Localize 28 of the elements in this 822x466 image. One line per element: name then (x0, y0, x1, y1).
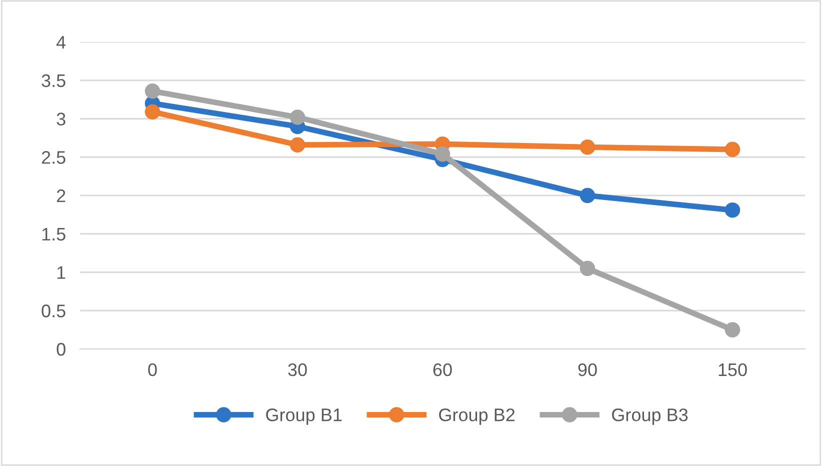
legend-label: Group B3 (612, 408, 688, 425)
point (434, 146, 450, 162)
point (724, 322, 740, 338)
point (580, 188, 596, 204)
y-tick-label: 1.5 (42, 228, 66, 241)
y-tick-label: 0.5 (42, 304, 66, 318)
x-tick-label: 150 (718, 363, 747, 376)
point (290, 137, 306, 152)
legend-label: Group B1 (266, 408, 342, 425)
point (580, 260, 596, 276)
x-tick-label: 30 (288, 363, 307, 376)
y-tick-label: 0 (56, 342, 66, 356)
point (724, 142, 740, 158)
x-tick-label: 0 (148, 363, 157, 376)
y-tick-label: 3 (56, 112, 66, 126)
x-tick-label: 90 (578, 363, 597, 376)
y-tick-label: 2.5 (42, 151, 66, 164)
point (290, 110, 306, 125)
point (724, 202, 740, 218)
y-tick-label: 4 (56, 36, 66, 49)
legend-label: Group B2 (439, 408, 515, 425)
x-tick-label: 60 (433, 363, 452, 376)
y-tick-label: 2 (56, 189, 66, 202)
y-tick-label: 1 (57, 266, 66, 279)
y-tick-label: 3.5 (42, 74, 66, 88)
point (580, 140, 596, 155)
point (144, 83, 160, 99)
point (144, 104, 160, 120)
